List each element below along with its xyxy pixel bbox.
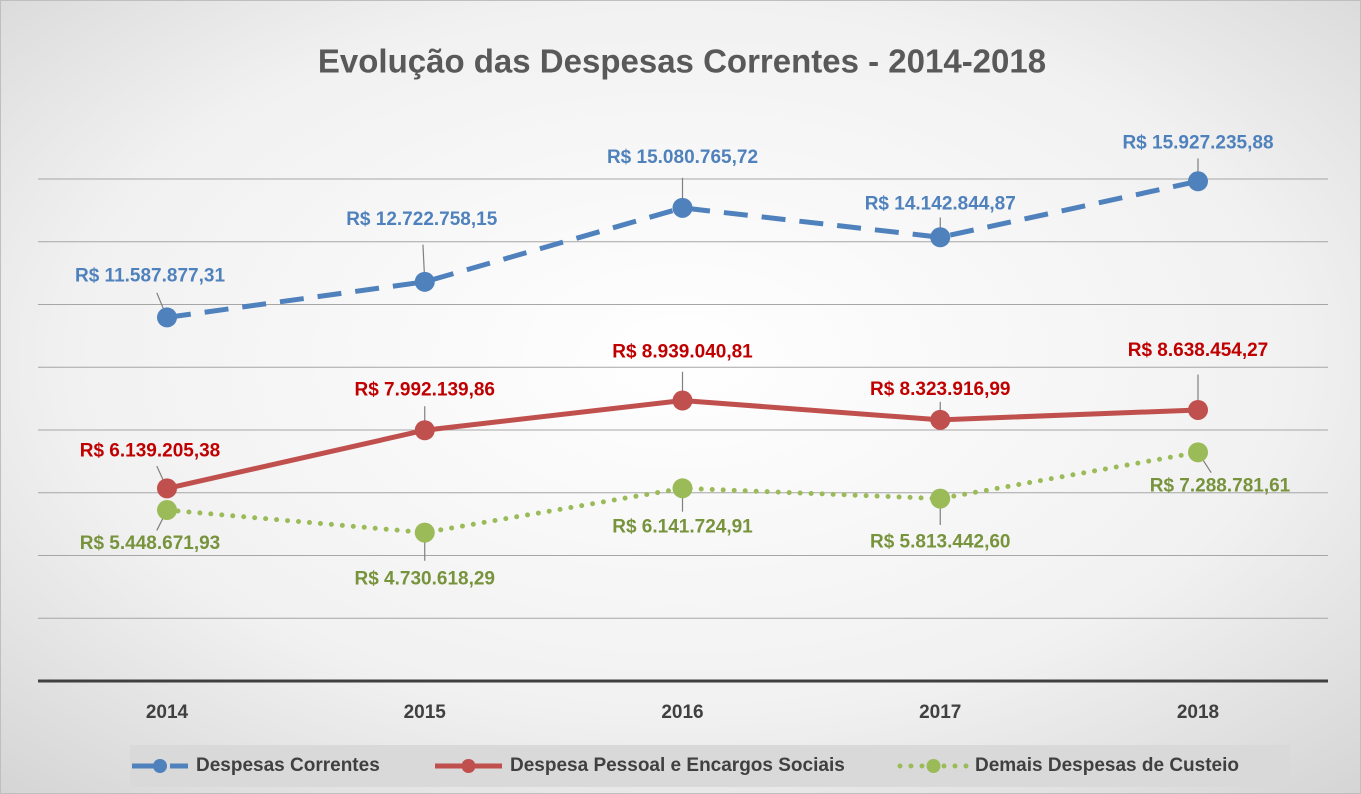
legend-label: Demais Despesas de Custeio	[975, 755, 1239, 776]
legend-label: Despesas Correntes	[196, 755, 380, 776]
marker	[930, 488, 951, 509]
data-label: R$ 7.992.139,86	[354, 379, 495, 400]
marker	[414, 271, 435, 292]
marker	[930, 227, 951, 248]
data-label: R$ 15.080.765,72	[607, 147, 758, 168]
marker	[672, 197, 693, 218]
marker	[1188, 442, 1208, 463]
marker	[157, 478, 177, 499]
data-label: R$ 5.448.671,93	[80, 533, 221, 554]
marker	[672, 390, 693, 411]
legend-label: Despesa Pessoal e Encargos Sociais	[510, 755, 845, 776]
x-tick-label: 2016	[661, 702, 703, 723]
data-label: R$ 11.587.877,31	[75, 265, 225, 286]
data-label: R$ 15.927.235,88	[1122, 132, 1273, 153]
data-label: R$ 8.638.454,27	[1128, 340, 1269, 361]
x-tick-label: 2015	[404, 702, 447, 723]
data-label: R$ 8.939.040,81	[612, 342, 753, 363]
data-label: R$ 6.141.724,91	[612, 516, 753, 537]
legend-marker	[926, 759, 941, 773]
marker	[414, 522, 435, 543]
data-label: R$ 6.139.205,38	[80, 440, 221, 461]
data-label: R$ 7.288.781,61	[1150, 475, 1291, 496]
marker	[930, 409, 951, 430]
data-label: R$ 8.323.916,99	[870, 379, 1011, 400]
marker	[1188, 171, 1208, 192]
marker	[672, 478, 693, 499]
marker	[157, 500, 177, 521]
legend-box	[130, 745, 1290, 787]
data-label: R$ 12.722.758,15	[346, 209, 498, 230]
data-label: R$ 5.813.442,60	[870, 532, 1011, 553]
x-tick-label: 2018	[1177, 702, 1219, 723]
marker	[414, 420, 435, 441]
legend-marker	[461, 759, 476, 773]
x-tick-label: 2017	[919, 702, 961, 723]
data-label: R$ 14.142.844,87	[865, 193, 1016, 214]
series-line	[166, 178, 1199, 320]
x-tick-label: 2014	[146, 702, 189, 723]
data-label: R$ 4.730.618,29	[354, 569, 495, 590]
marker	[1188, 399, 1208, 420]
marker	[157, 307, 177, 328]
legend-marker	[153, 759, 167, 773]
chart-title: Evolução das Despesas Correntes - 2014-2…	[318, 43, 1046, 80]
